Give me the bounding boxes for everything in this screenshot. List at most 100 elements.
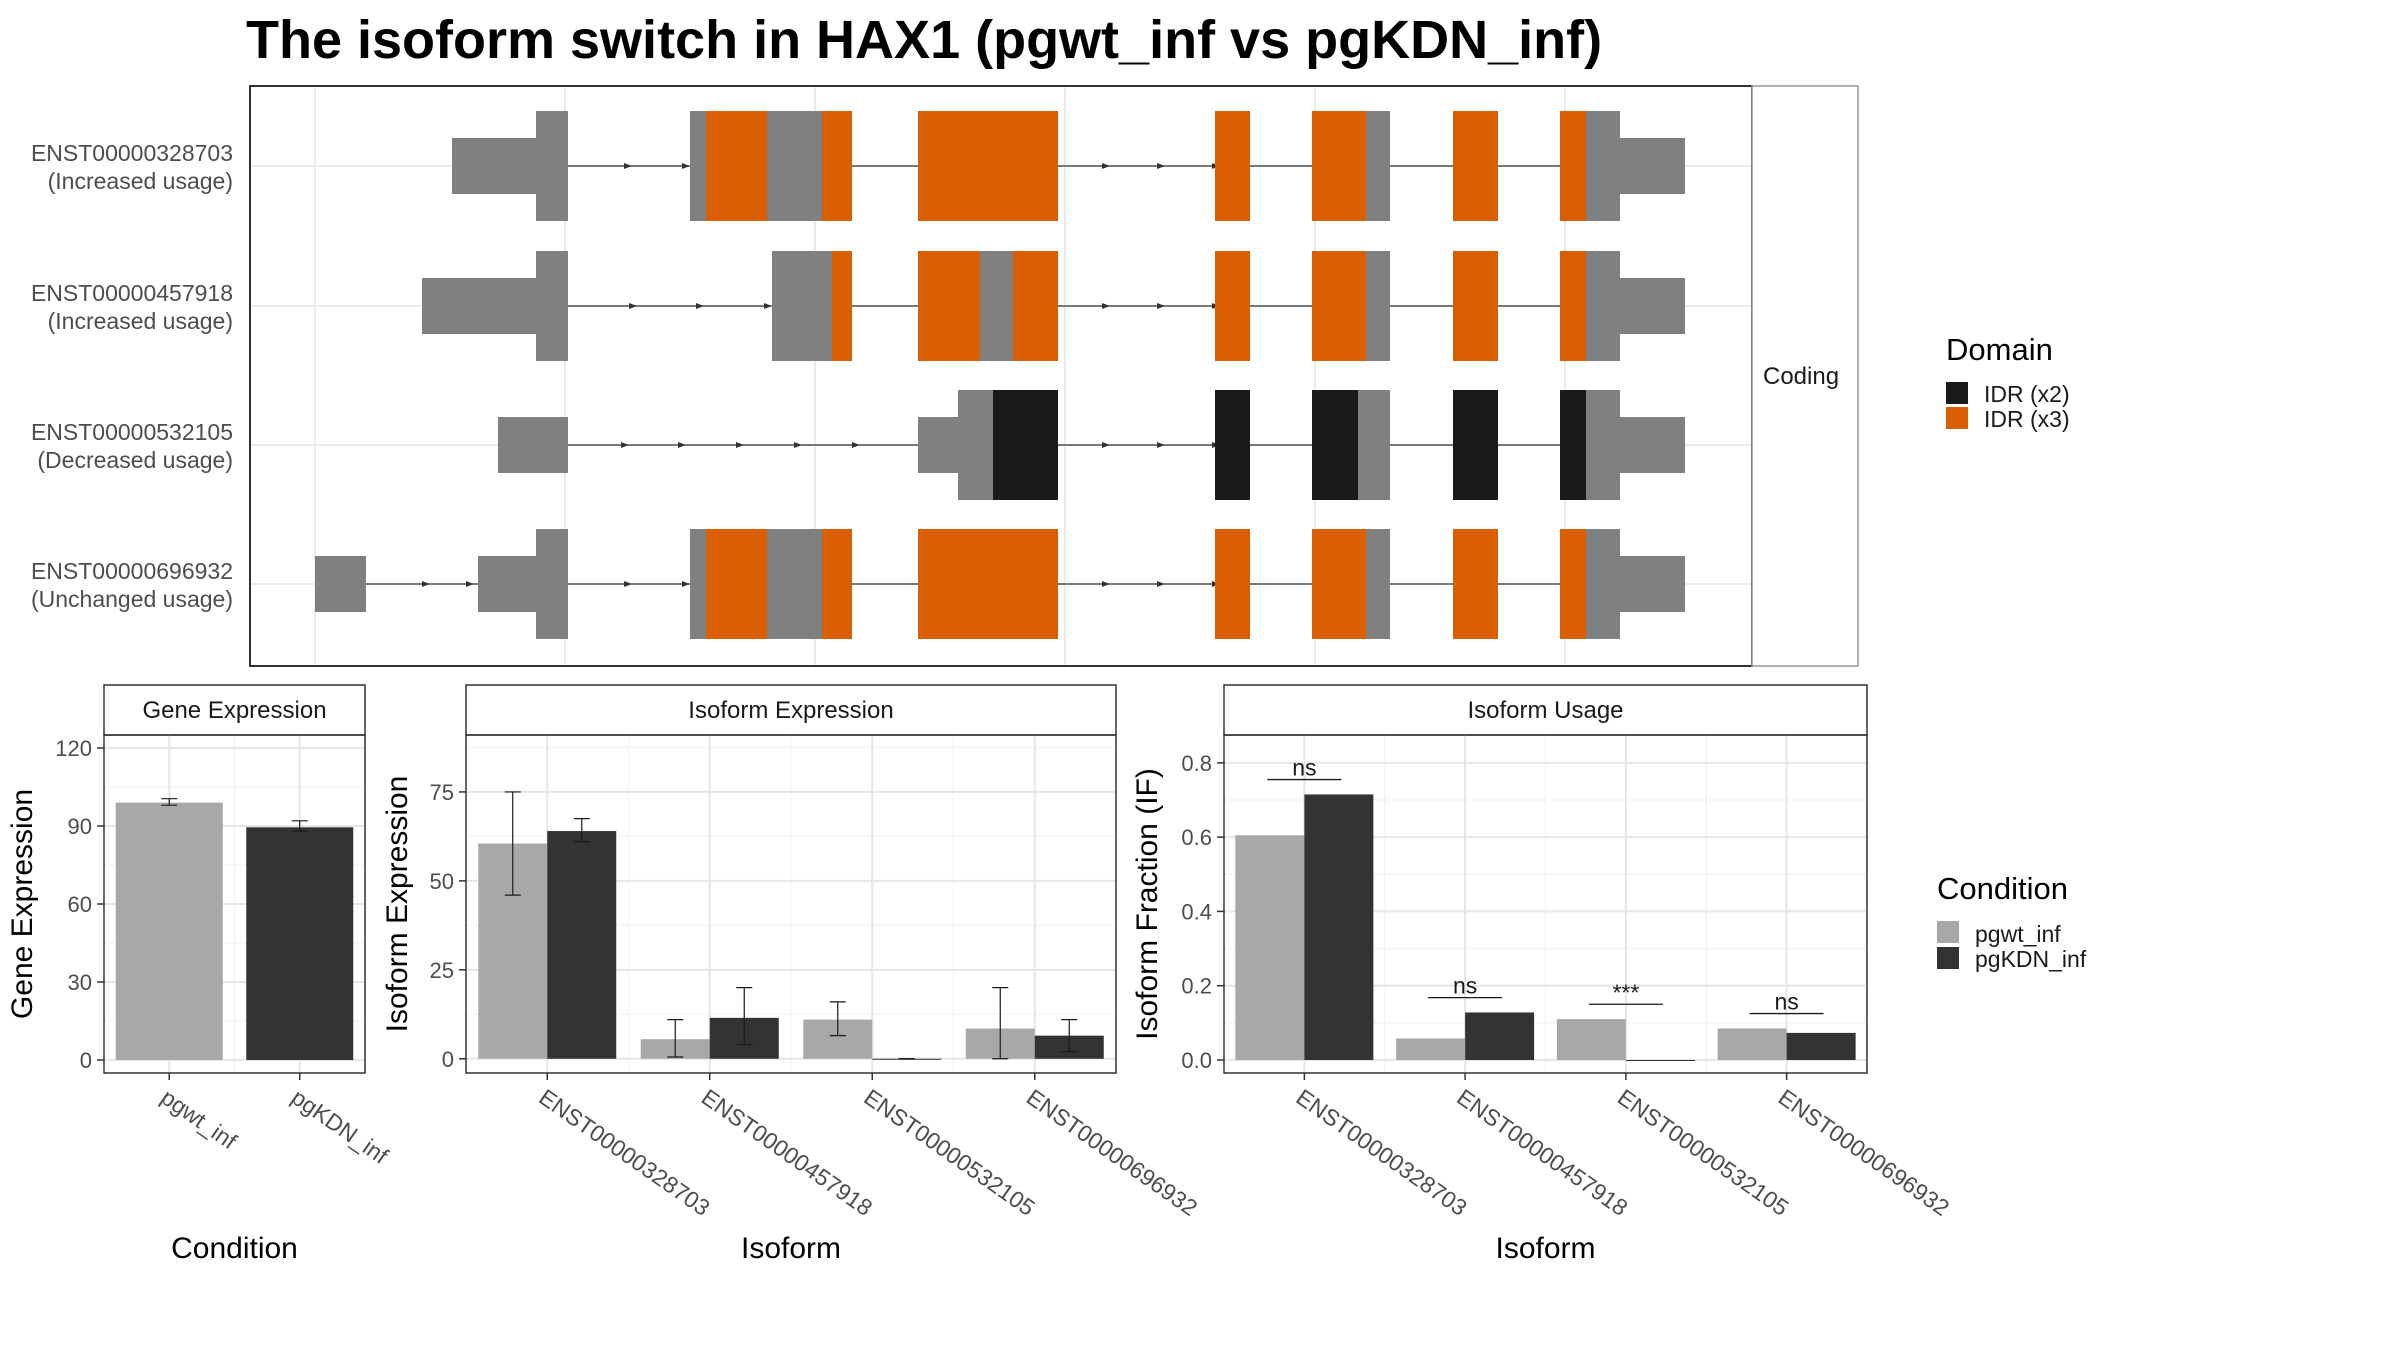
direction-arrow [466,581,474,587]
exon-block [1586,390,1620,500]
figure-title: The isoform switch in HAX1 (pgwt_inf vs … [246,10,1602,70]
direction-arrow [1157,163,1165,169]
idr-x3-domain [1453,111,1498,221]
exon-block [1586,251,1620,361]
bar [115,802,223,1060]
x-tick-label: ENST00000457918 [1452,1084,1632,1221]
condition-legend-key-kdn [1937,947,1959,969]
direction-arrow [624,581,632,587]
y-tick-label: 60 [68,892,92,917]
transcript-panel: Coding ENST00000328703(Increased usage)E… [31,85,1859,667]
domain-legend-label-idr3: IDR (x3) [1984,406,2070,432]
exon-block [918,417,958,473]
idr-x3-domain [1560,251,1586,361]
exon-block [478,556,536,612]
y-tick-label: 25 [430,958,454,983]
transcript-usage-label: (Unchanged usage) [31,586,233,612]
significance-label: ns [1292,755,1316,781]
panel-strip-label: Isoform Expression [688,697,893,724]
bar [1396,1038,1466,1060]
x-tick-label: ENST00000328703 [534,1084,714,1221]
y-tick-label: 90 [68,814,92,839]
domain-legend-label-idr2: IDR (x2) [1984,381,2070,407]
direction-arrow [1157,442,1165,448]
x-tick-label: ENST00000696932 [1774,1084,1954,1221]
transcript-row [498,390,1685,500]
direction-arrow [624,163,632,169]
domain-legend-title: Domain [1946,332,2053,367]
exon-block [1620,556,1685,612]
panel-strip-label: Gene Expression [142,697,326,724]
y-tick-label: 0.6 [1181,825,1212,850]
idr-x3-domain [832,251,852,361]
domain-legend-key-idr3 [1946,407,1968,429]
x-tick-label: ENST00000532105 [1613,1084,1793,1221]
domain-legend-key-idr2 [1946,382,1968,404]
x-tick-label: pgKDN_inf [287,1084,394,1169]
y-tick-label: 0 [80,1048,92,1073]
significance-label: *** [1612,979,1639,1005]
idr-x3-domain [1312,529,1366,639]
idr-x3-domain [1560,529,1586,639]
x-tick-label: pgwt_inf [156,1084,242,1155]
idr-x2-domain [1215,390,1250,500]
y-tick-label: 0 [442,1047,454,1072]
bar [1304,794,1374,1060]
x-tick-label: ENST00000457918 [697,1084,877,1221]
gene-expression-chart: Gene Expression 0 30 60 90 120 pgwt_inf pgKDN_i… [6,684,394,1265]
direction-arrow [1102,163,1110,169]
plot-border [465,734,1117,1074]
isoform-usage-chart: Isoform Usage 0.0 0.2 0.4 0.6 0.8 ENST00000328… [1131,684,1954,1265]
idr-x3-domain [1215,111,1250,221]
x-tick-label: ENST00000532105 [859,1084,1039,1221]
idr-x3-domain [1453,529,1498,639]
transcript-row [452,111,1685,221]
exon-block [1620,417,1685,473]
exon-block [767,111,822,221]
condition-legend-key-wt [1937,921,1959,943]
direction-arrow [1157,581,1165,587]
direction-arrow [1157,303,1165,309]
transcript-usage-label: (Increased usage) [48,168,233,194]
transcript-id-label: ENST00000328703 [31,140,233,166]
transcript-row [315,529,1685,639]
idr-x3-domain [918,529,1058,639]
y-tick-label: 120 [55,736,92,761]
exon-block [690,529,706,639]
plot-border [1223,734,1868,1074]
exon-block [1366,529,1390,639]
plot-border [103,734,366,1074]
direction-arrow [682,163,690,169]
idr-x3-domain [1013,251,1058,361]
direction-arrow [696,303,704,309]
exon-block [1366,111,1390,221]
y-axis-title: Isoform Fraction (IF) [1131,768,1164,1040]
exon-block [452,138,536,194]
direction-arrow [764,303,772,309]
transcript-usage-label: (Decreased usage) [37,447,233,473]
exon-block [498,417,568,473]
x-tick-label: ENST00000328703 [1292,1084,1472,1221]
x-axis-title: Isoform [1495,1232,1595,1265]
exon-block [980,251,1013,361]
exon-block [1620,278,1685,334]
idr-x2-domain [1312,390,1358,500]
direction-arrow [422,581,430,587]
x-axis-title: Condition [171,1232,298,1265]
significance-label: ns [1453,973,1477,999]
exon-block [767,529,822,639]
x-axis-title: Isoform [741,1232,841,1265]
idr-x3-domain [1312,251,1366,361]
transcript-strip-label: Coding [1763,363,1839,390]
idr-x3-domain [1312,111,1366,221]
bar [246,827,354,1060]
idr-x3-domain [1215,529,1250,639]
direction-arrow [1102,303,1110,309]
y-axis-title: Gene Expression [6,789,39,1019]
idr-x2-domain [1453,390,1498,500]
significance-label: ns [1774,989,1798,1015]
bar [1786,1032,1856,1060]
condition-legend: Condition pgwt_inf pgKDN_inf [1937,871,2087,972]
idr-x2-domain [1560,390,1586,500]
exon-block [315,556,366,612]
